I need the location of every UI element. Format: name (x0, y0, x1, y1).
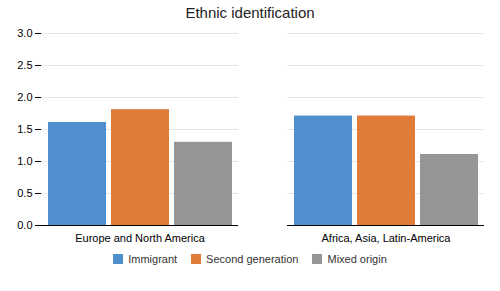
svg-text:0.0: 0.0 (17, 219, 32, 231)
html-text:Ethnic identification: Ethnic identification (185, 4, 315, 21)
svg-text:1.5: 1.5 (17, 123, 32, 135)
svg-text:2.5: 2.5 (17, 59, 32, 71)
svg-text:0.5: 0.5 (17, 187, 32, 199)
svg-text:3.0: 3.0 (17, 27, 32, 39)
svg-text:2.0: 2.0 (17, 91, 32, 103)
svg-text:Europe and North America: Europe and North America (75, 232, 206, 244)
svg-text:1.0: 1.0 (17, 155, 32, 167)
svg-text:Africa, Asia, Latin-America: Africa, Asia, Latin-America (322, 232, 452, 244)
html-text:Mixed origin: Mixed origin (327, 253, 387, 265)
html-text:Immigrant: Immigrant (128, 253, 178, 265)
html-text:Second generation: Second generation (206, 253, 299, 265)
